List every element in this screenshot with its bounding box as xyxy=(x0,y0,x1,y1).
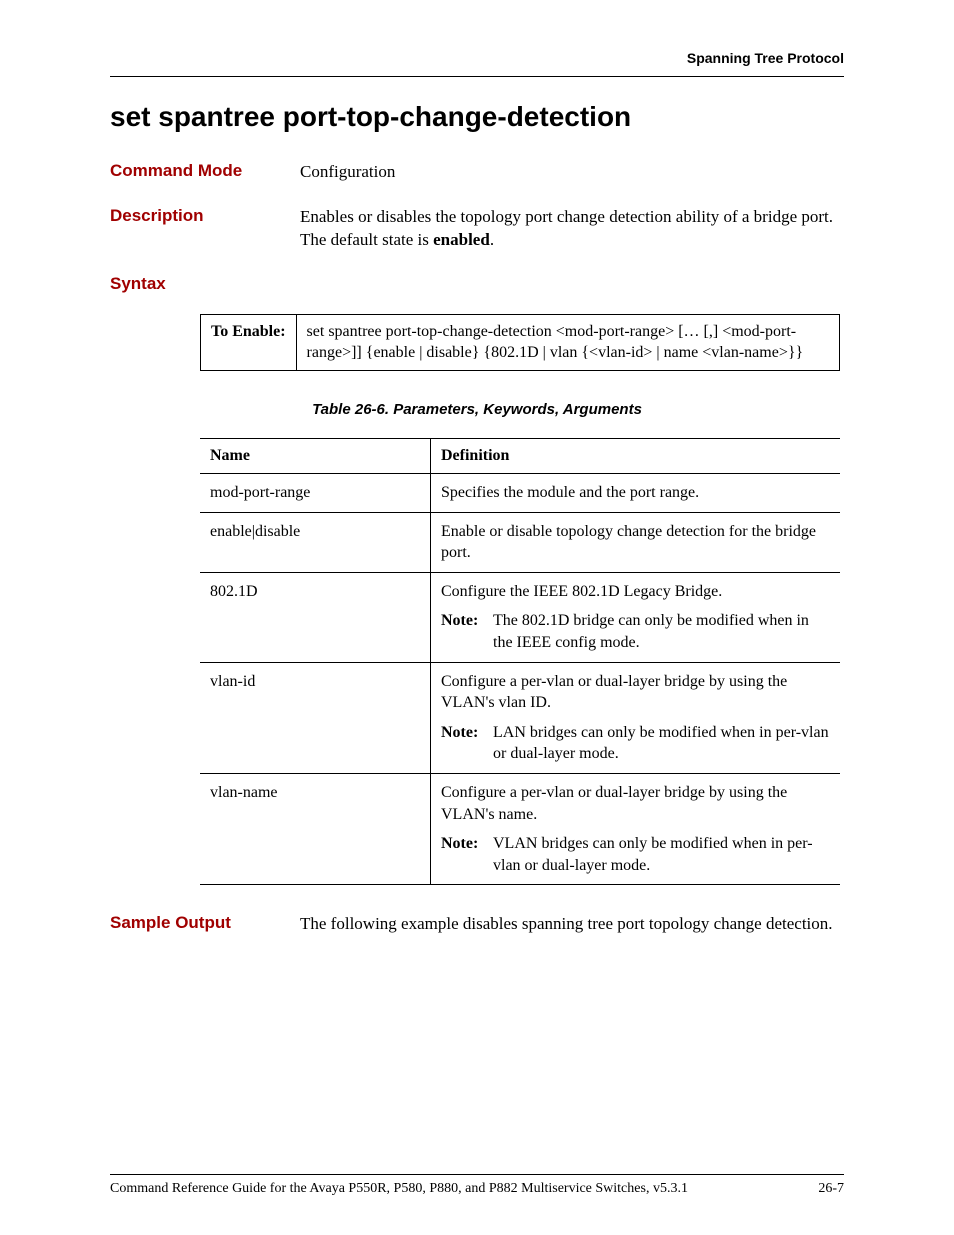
description-label: Description xyxy=(110,206,300,226)
description-post: . xyxy=(490,230,494,249)
description-pre: Enables or disables the topology port ch… xyxy=(300,207,833,249)
syntax-label: Syntax xyxy=(110,274,844,294)
param-name: 802.1D xyxy=(200,572,431,662)
footer-left: Command Reference Guide for the Avaya P5… xyxy=(110,1181,688,1197)
param-def-text: Specifies the module and the port range. xyxy=(441,482,830,504)
note-text: VLAN bridges can only be modified when i… xyxy=(493,833,830,876)
param-header-name: Name xyxy=(200,439,431,474)
description-text: Enables or disables the topology port ch… xyxy=(300,206,844,252)
command-mode-label: Command Mode xyxy=(110,161,300,181)
param-name: enable|disable xyxy=(200,512,431,572)
param-note: Note:VLAN bridges can only be modified w… xyxy=(441,833,830,876)
param-name: vlan-id xyxy=(200,662,431,773)
param-note: Note:LAN bridges can only be modified wh… xyxy=(441,722,830,765)
param-note: Note:The 802.1D bridge can only be modif… xyxy=(441,610,830,653)
page: Spanning Tree Protocol set spantree port… xyxy=(0,0,954,1235)
param-definition: Specifies the module and the port range. xyxy=(431,474,841,513)
param-definition: Enable or disable topology change detect… xyxy=(431,512,841,572)
param-table: Name Definition mod-port-range Specifies … xyxy=(200,438,840,885)
syntax-table: To Enable: set spantree port-top-change-… xyxy=(200,314,840,371)
description-bold: enabled xyxy=(433,230,490,249)
param-def-text: Configure a per-vlan or dual-layer bridg… xyxy=(441,671,830,714)
param-def-text: Configure the IEEE 802.1D Legacy Bridge. xyxy=(441,581,830,603)
param-name: mod-port-range xyxy=(200,474,431,513)
param-definition: Configure a per-vlan or dual-layer bridg… xyxy=(431,662,841,773)
param-name: vlan-name xyxy=(200,773,431,884)
syntax-row: To Enable: set spantree port-top-change-… xyxy=(201,314,840,370)
param-definition: Configure a per-vlan or dual-layer bridg… xyxy=(431,773,841,884)
sample-output-text: The following example disables spanning … xyxy=(300,913,844,936)
note-text: The 802.1D bridge can only be modified w… xyxy=(493,610,830,653)
command-mode-row: Command Mode Configuration xyxy=(110,161,844,184)
table-caption: Table 26-6. Parameters, Keywords, Argume… xyxy=(110,401,844,418)
note-label: Note: xyxy=(441,722,493,765)
page-footer: Command Reference Guide for the Avaya P5… xyxy=(110,1174,844,1197)
table-row: vlan-idConfigure a per-vlan or dual-laye… xyxy=(200,662,840,773)
top-rule xyxy=(110,76,844,77)
footer-line: Command Reference Guide for the Avaya P5… xyxy=(110,1181,844,1197)
param-header-definition: Definition xyxy=(431,439,841,474)
note-label: Note: xyxy=(441,833,493,876)
running-head: Spanning Tree Protocol xyxy=(110,50,844,66)
page-title: set spantree port-top-change-detection xyxy=(110,101,844,133)
syntax-command: set spantree port-top-change-detection <… xyxy=(296,314,839,370)
sample-output-label: Sample Output xyxy=(110,913,300,933)
table-row: mod-port-range Specifies the module and t… xyxy=(200,474,840,513)
description-row: Description Enables or disables the topo… xyxy=(110,206,844,252)
to-enable-label: To Enable: xyxy=(201,314,297,370)
command-mode-value: Configuration xyxy=(300,161,844,184)
table-row: enable|disableEnable or disable topology… xyxy=(200,512,840,572)
footer-rule xyxy=(110,1174,844,1175)
param-definition: Configure the IEEE 802.1D Legacy Bridge.… xyxy=(431,572,841,662)
param-def-text: Configure a per-vlan or dual-layer bridg… xyxy=(441,782,830,825)
table-row: 802.1DConfigure the IEEE 802.1D Legacy B… xyxy=(200,572,840,662)
table-row: vlan-nameConfigure a per-vlan or dual-la… xyxy=(200,773,840,884)
footer-right: 26-7 xyxy=(818,1181,844,1197)
sample-output-row: Sample Output The following example disa… xyxy=(110,913,844,936)
note-text: LAN bridges can only be modified when in… xyxy=(493,722,830,765)
param-def-text: Enable or disable topology change detect… xyxy=(441,521,830,564)
note-label: Note: xyxy=(441,610,493,653)
param-header-row: Name Definition xyxy=(200,439,840,474)
